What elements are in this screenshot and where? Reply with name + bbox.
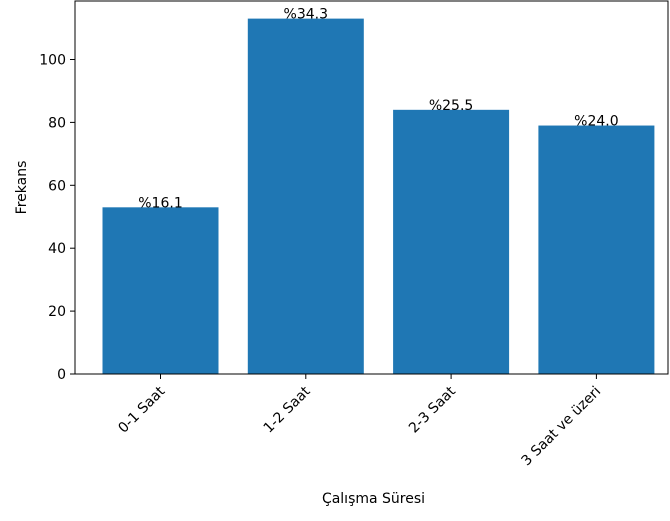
x-tick-label-1: 1-2 Saat — [261, 383, 314, 436]
bar-value-label-2: %25.5 — [429, 98, 473, 114]
bar-labels-layer: %16.1 %34.3 %25.5 %24.0 — [138, 7, 618, 212]
y-tick-label-5: 100 — [39, 52, 66, 68]
bar-value-label-1: %34.3 — [284, 7, 328, 23]
x-tick-label-3: 3 Saat ve üzeri — [519, 384, 605, 470]
y-tick-label-0: 0 — [57, 367, 66, 383]
x-axis: 0-1 Saat 1-2 Saat 2-3 Saat 3 Saat ve üzeri — [115, 374, 604, 469]
y-tick-label-3: 60 — [48, 178, 66, 194]
bar-3 — [538, 125, 655, 374]
y-axis: 0 20 40 60 80 100 — [39, 52, 75, 383]
y-tick-label-1: 20 — [48, 304, 66, 320]
bars-layer — [102, 18, 655, 375]
x-axis-title: Çalışma Süresi — [322, 491, 425, 507]
y-tick-label-4: 80 — [48, 115, 66, 131]
bar-value-label-3: %24.0 — [574, 114, 618, 130]
bar-1 — [247, 18, 364, 374]
bar-2 — [393, 109, 510, 375]
bar-0 — [102, 207, 219, 374]
y-axis-title: Frekans — [14, 161, 30, 215]
x-tick-label-2: 2-3 Saat — [406, 383, 459, 436]
plot-frame — [74, 0, 669, 375]
y-tick-label-2: 40 — [48, 241, 66, 257]
bar-value-label-0: %16.1 — [138, 195, 182, 211]
x-tick-label-0: 0-1 Saat — [115, 383, 168, 436]
